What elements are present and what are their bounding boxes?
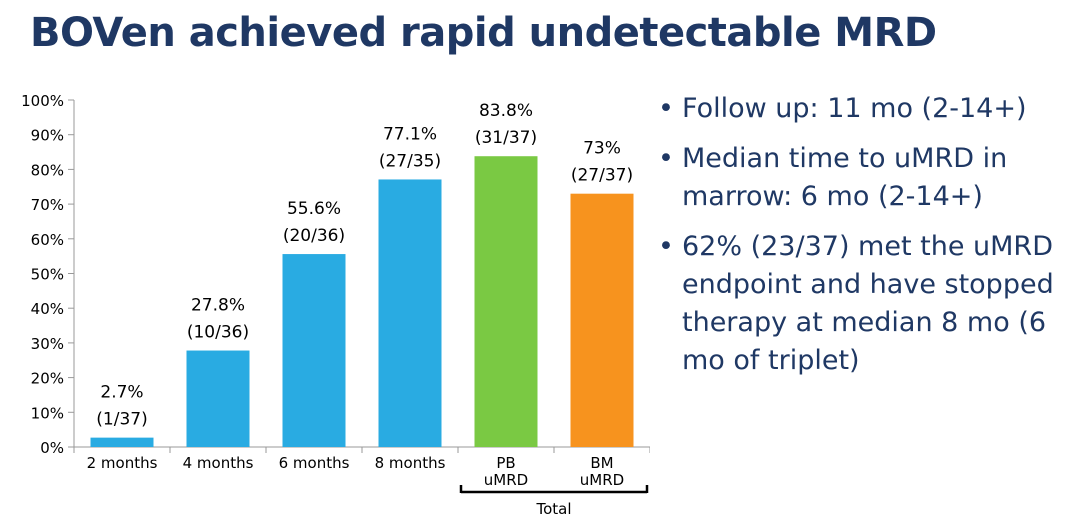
bar — [474, 156, 538, 448]
x-tick-label: PB — [496, 454, 515, 472]
bullet-dot-icon: • — [658, 143, 674, 174]
y-tick-label: 90% — [31, 127, 64, 145]
y-tick-label: 10% — [31, 404, 64, 422]
x-tick-label: BM — [590, 454, 613, 472]
x-tick-label: 6 months — [279, 454, 350, 472]
value-label: 77.1% — [383, 124, 437, 144]
value-label: 2.7% — [100, 383, 143, 403]
bar — [570, 193, 634, 447]
y-tick-label: 30% — [31, 335, 64, 353]
count-label: (31/37) — [475, 128, 537, 148]
y-tick-label: 100% — [21, 92, 64, 110]
bullet-text: Follow up: 11 mo (2-14+) — [682, 93, 1027, 124]
bullet-item: • Follow up: 11 mo (2-14+) — [654, 90, 1074, 128]
count-label: (27/35) — [379, 151, 441, 171]
value-label: 73% — [583, 139, 621, 159]
count-label: (20/36) — [283, 226, 345, 246]
bullet-text: Median time to uMRD in marrow: 6 mo (2-1… — [682, 143, 1008, 212]
bullet-list: • Follow up: 11 mo (2-14+) • Median time t… — [654, 90, 1074, 392]
y-tick-label: 70% — [31, 196, 64, 214]
y-tick-label: 80% — [31, 161, 64, 179]
bar — [282, 254, 346, 447]
group-label: Total — [535, 500, 571, 518]
x-tick-label: uMRD — [580, 471, 624, 489]
bullet-dot-icon: • — [658, 93, 674, 124]
y-tick-label: 40% — [31, 300, 64, 318]
bar — [378, 179, 442, 447]
value-label: 83.8% — [479, 101, 533, 121]
bar — [186, 350, 250, 447]
value-label: 27.8% — [191, 296, 245, 316]
bullet-item: • Median time to uMRD in marrow: 6 mo (2-… — [654, 140, 1074, 216]
x-tick-label: 2 months — [87, 454, 158, 472]
x-tick-label: 4 months — [183, 454, 254, 472]
bar-chart: 0% 10% 20% 30% 40% 50% 60% 70% 80% 90% 100% 2.7% (1/… — [21, 92, 650, 518]
x-tick-label: uMRD — [484, 471, 528, 489]
count-label: (1/37) — [96, 410, 147, 430]
bullet-dot-icon: • — [658, 231, 674, 262]
y-tick-label: 60% — [31, 231, 64, 249]
y-tick-label: 0% — [40, 439, 64, 457]
count-label: (10/36) — [187, 323, 249, 343]
slide-title: BOVen achieved rapid undetectable MRD — [30, 10, 937, 56]
bullet-text: 62% (23/37) met the uMRD endpoint and ha… — [682, 231, 1054, 376]
bullet-item: • 62% (23/37) met the uMRD endpoint and h… — [654, 228, 1074, 380]
y-tick-label: 20% — [31, 370, 64, 388]
count-label: (27/37) — [571, 166, 633, 186]
y-tick-label: 50% — [31, 266, 64, 284]
value-label: 55.6% — [287, 199, 341, 219]
bar — [90, 437, 154, 447]
x-tick-label: 8 months — [375, 454, 446, 472]
